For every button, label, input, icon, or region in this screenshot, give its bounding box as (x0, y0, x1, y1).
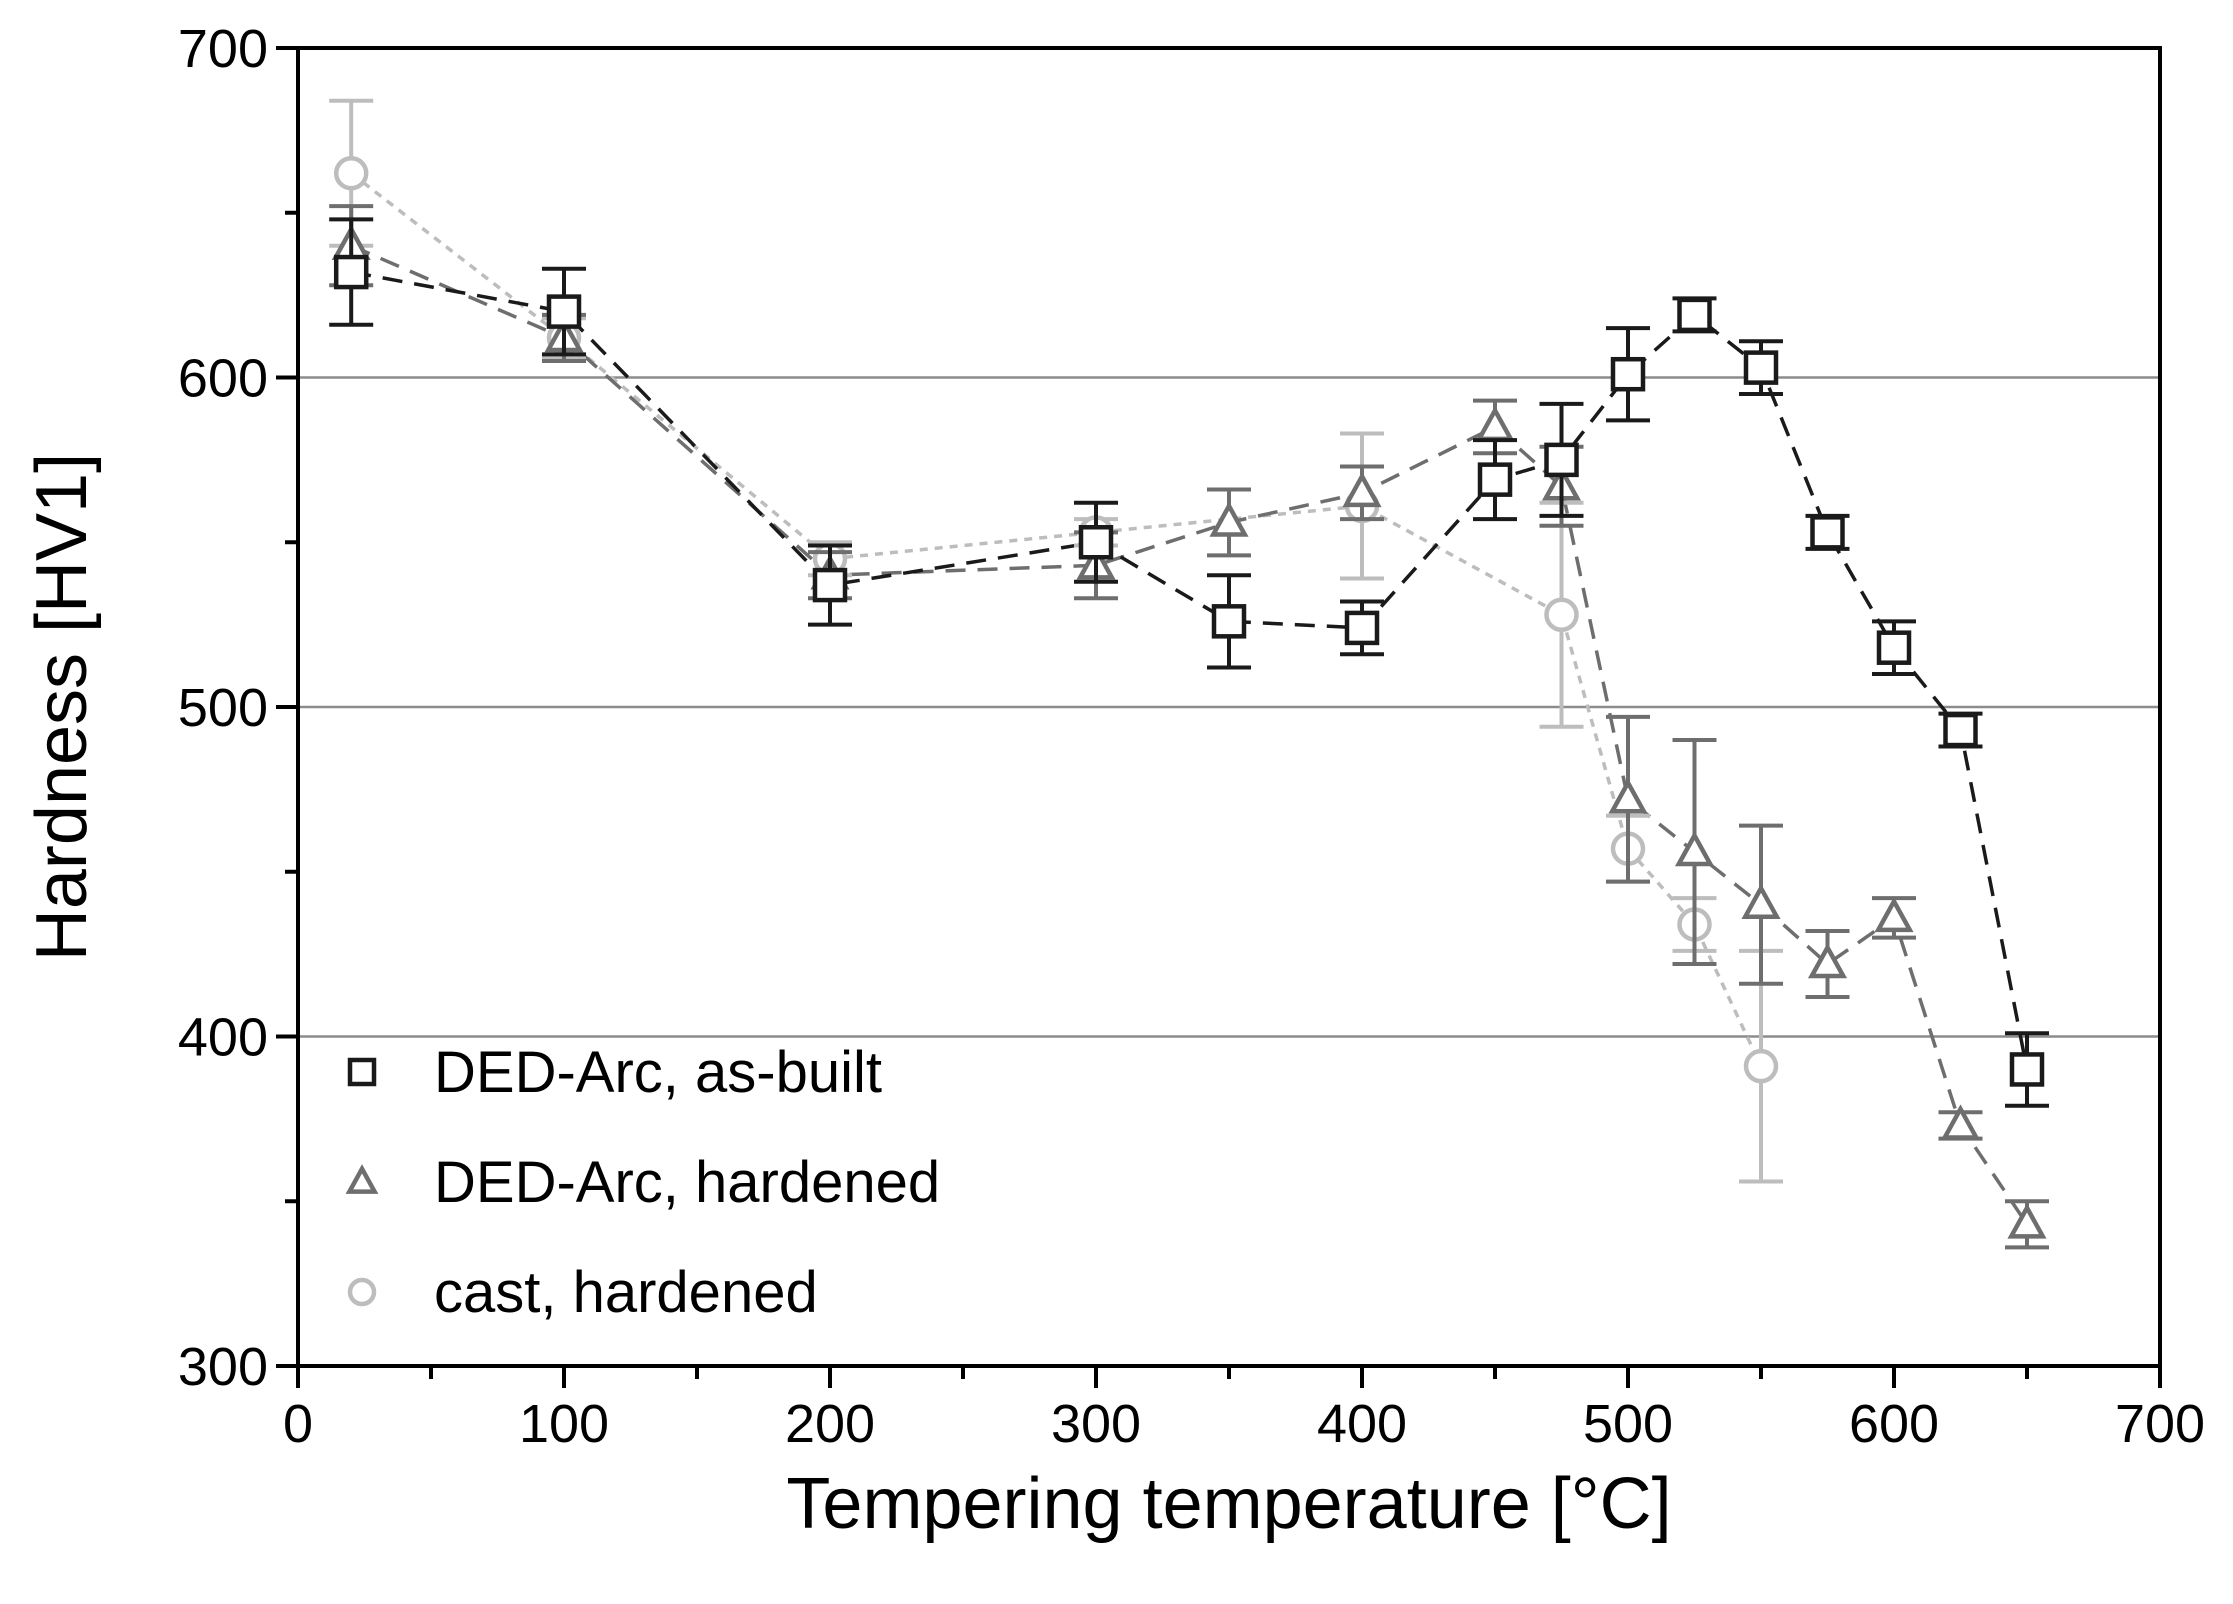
legend-marker-triangle (345, 1164, 379, 1194)
data-point (333, 155, 369, 191)
y-tick-label: 300 (178, 1337, 268, 1397)
data-point (2009, 1052, 2045, 1087)
data-point (1677, 297, 1712, 333)
data-point (333, 254, 369, 290)
x-tick-label: 100 (519, 1394, 609, 1454)
x-tick-label: 400 (1317, 1394, 1407, 1454)
data-point (1874, 896, 1914, 933)
x-tick-label: 700 (2115, 1394, 2205, 1454)
x-tick-label: 600 (1849, 1394, 1939, 1454)
x-tick-label: 200 (785, 1394, 875, 1454)
x-tick-label: 0 (283, 1394, 313, 1454)
data-point (1608, 778, 1648, 814)
legend-label: DED-Arc, hardened (434, 1150, 940, 1215)
data-point (1810, 515, 1845, 550)
x-axis-title: Tempering temperature [°C] (786, 1464, 1671, 1544)
data-point (1477, 462, 1513, 497)
data-point (1342, 471, 1382, 508)
data-point (1211, 604, 1247, 639)
y-axis-title: Hardness [HV1] (22, 453, 102, 961)
x-tick-label: 500 (1583, 1394, 1673, 1454)
legend-label: cast, hardened (434, 1260, 818, 1325)
axis-ticks (276, 46, 2162, 1388)
y-tick-label: 400 (178, 1008, 268, 1068)
data-point (1743, 350, 1779, 385)
legend-marker-square (347, 1057, 377, 1087)
series-marks (329, 98, 2049, 1250)
data-point (1078, 525, 1114, 560)
legend-label: DED-Arc, as-built (434, 1040, 882, 1105)
data-point (1674, 830, 1715, 867)
series-2-points (329, 98, 1783, 1184)
x-tick-label: 300 (1051, 1394, 1141, 1454)
data-point (1741, 883, 1781, 919)
series-line-2 (350, 171, 1763, 1067)
y-tick-label: 500 (178, 678, 268, 738)
data-point (1544, 442, 1579, 478)
data-point (1807, 942, 1848, 979)
data-point (1544, 597, 1579, 632)
data-point (1943, 712, 1978, 748)
data-point (546, 294, 582, 329)
data-point (1876, 630, 1912, 665)
data-point (1344, 610, 1380, 646)
data-point (1743, 1048, 1779, 1084)
data-point (1940, 1104, 1981, 1140)
y-tick-label: 600 (178, 349, 268, 409)
data-point (812, 567, 848, 603)
legend: DED-Arc, as-built DED-Arc, hardened cast, … (345, 1040, 940, 1325)
data-point (1209, 501, 1249, 537)
data-point (2007, 1203, 2047, 1239)
series-0-points (329, 217, 2049, 1108)
series-1-points (329, 204, 2049, 1250)
tick-labels: 0 100 200 300 400 500 600 700 300 400 500 600 700 (178, 19, 2205, 1454)
data-point (1610, 356, 1646, 392)
data-point (1475, 405, 1515, 442)
legend-marker-circle (347, 1277, 377, 1307)
y-tick-label: 700 (178, 19, 268, 79)
